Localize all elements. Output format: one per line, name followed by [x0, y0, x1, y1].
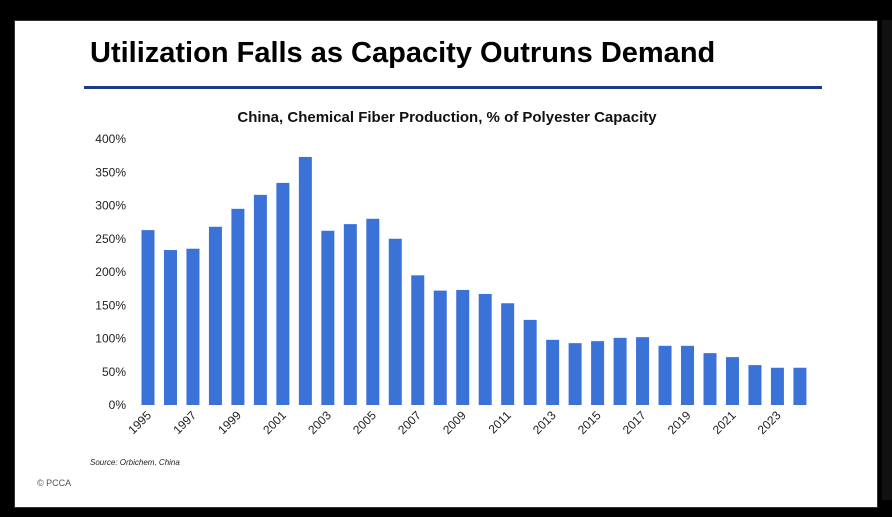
bar-1996 [163, 250, 177, 405]
bar-2013 [546, 339, 560, 405]
bar-2018 [658, 345, 672, 405]
bar-2014 [568, 343, 582, 405]
source-note: Source: Orbichem, China [90, 458, 180, 467]
bar-2008 [433, 290, 447, 405]
x-tick-label: 2001 [260, 408, 289, 437]
y-tick-label: 250% [95, 232, 126, 246]
x-tick-label: 2011 [486, 408, 514, 436]
x-tick-label: 2023 [755, 408, 784, 437]
bar-2004 [343, 224, 357, 405]
chart-subtitle: China, Chemical Fiber Production, % of P… [237, 109, 657, 126]
bar-2024 [793, 367, 807, 405]
bar-2012 [523, 319, 537, 405]
bar-2007 [411, 275, 425, 405]
bar-1995 [141, 230, 155, 405]
bar-2021 [725, 357, 739, 405]
bar-2009 [456, 289, 470, 405]
slide: Utilization Falls as Capacity Outruns De… [14, 20, 878, 508]
title-divider [84, 86, 822, 89]
bar-2001 [276, 182, 290, 405]
x-tick-label: 2005 [350, 408, 379, 437]
x-tick-label: 2007 [395, 408, 424, 437]
x-tick-label: 2017 [620, 408, 649, 437]
x-tick-label: 2003 [305, 408, 334, 437]
y-tick-label: 0% [109, 398, 127, 412]
x-tick-label: 2009 [440, 408, 469, 437]
bar-2002 [298, 156, 312, 405]
y-tick-label: 350% [95, 165, 126, 179]
x-tick-label: 1997 [170, 408, 199, 437]
y-tick-label: 200% [95, 265, 126, 279]
x-tick-label: 1999 [215, 408, 244, 437]
bar-2019 [681, 345, 695, 405]
bar-1999 [231, 208, 245, 405]
slide-title: Utilization Falls as Capacity Outruns De… [90, 37, 716, 69]
bar-2015 [591, 341, 605, 405]
x-tick-label: 2021 [710, 408, 739, 437]
x-tick-label: 1995 [125, 408, 154, 437]
bar-2022 [748, 365, 762, 405]
bar-2016 [613, 337, 627, 405]
bar-2000 [253, 194, 267, 405]
bar-2020 [703, 353, 717, 405]
bar-1998 [208, 226, 222, 405]
window-edge [882, 20, 892, 500]
x-tick-label: 2013 [530, 408, 559, 437]
bar-2010 [478, 293, 492, 405]
copyright: © PCCA [37, 478, 72, 488]
bar-2023 [770, 367, 784, 405]
bar-1997 [186, 248, 200, 405]
y-tick-label: 100% [95, 332, 126, 346]
y-tick-label: 150% [95, 298, 126, 312]
bar-2005 [366, 218, 380, 405]
bar-2011 [501, 303, 515, 405]
y-tick-label: 50% [102, 365, 126, 379]
bar-2006 [388, 238, 402, 405]
y-tick-label: 300% [95, 199, 126, 213]
bar-2017 [636, 337, 650, 405]
y-tick-label: 400% [95, 132, 126, 146]
x-tick-label: 2019 [665, 408, 694, 437]
bar-2003 [321, 230, 335, 405]
x-tick-label: 2015 [575, 408, 604, 437]
